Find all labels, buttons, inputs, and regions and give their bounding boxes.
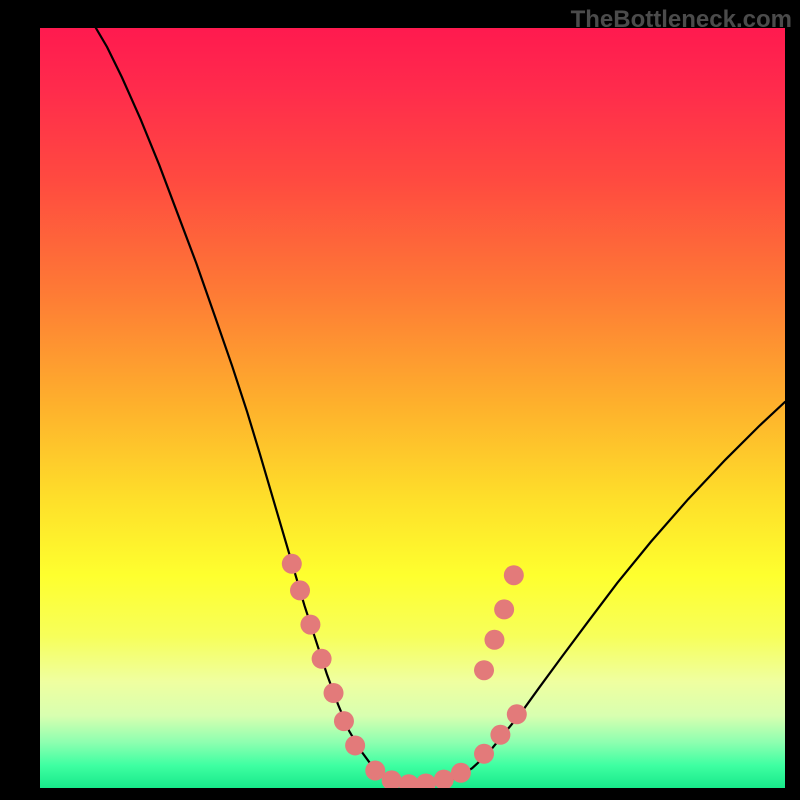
- gradient-background: [40, 28, 785, 788]
- data-dot: [484, 630, 504, 650]
- data-dot: [312, 649, 332, 669]
- data-dot: [334, 711, 354, 731]
- data-dot: [504, 565, 524, 585]
- data-dot: [282, 554, 302, 574]
- data-dot: [474, 744, 494, 764]
- data-dot: [300, 615, 320, 635]
- data-dot: [290, 580, 310, 600]
- data-dot: [474, 660, 494, 680]
- data-dot: [324, 683, 344, 703]
- outer-canvas: TheBottleneck.com: [0, 0, 800, 800]
- data-dot: [451, 763, 471, 783]
- watermark-text: TheBottleneck.com: [571, 6, 792, 34]
- data-dot: [490, 725, 510, 745]
- data-dot: [345, 735, 365, 755]
- data-dot: [494, 599, 514, 619]
- plot-svg: [40, 28, 785, 788]
- plot-area: [40, 28, 785, 788]
- data-dot: [507, 704, 527, 724]
